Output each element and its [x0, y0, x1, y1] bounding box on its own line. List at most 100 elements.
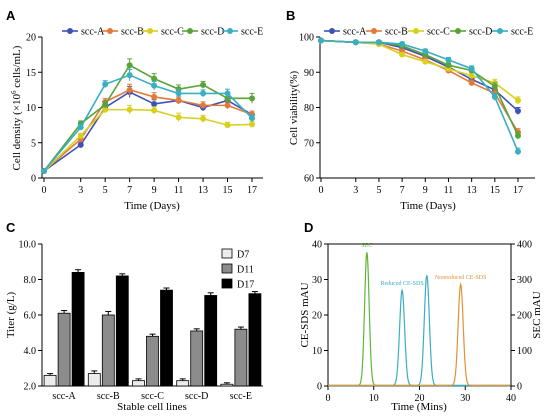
panel-c-y-label: Titer (g/L) — [5, 291, 17, 338]
b-point-scc-E — [515, 148, 521, 155]
panel-b-series — [318, 37, 521, 156]
d-left-y-tick-label: 40 — [312, 240, 322, 251]
c-bar-D7 — [132, 380, 145, 387]
panel-a-y-ticks: 0 5 10 15 20 — [26, 33, 42, 185]
panel-b-legend: scc-A scc-B scc-C scc-D scc-E — [324, 27, 533, 38]
a-x-tick-label: 15 — [223, 185, 233, 196]
c-bar-D17 — [115, 275, 129, 387]
a-point-scc-D — [151, 75, 158, 82]
panel-c-letter: C — [6, 220, 16, 235]
a-y-tick-label: 10 — [26, 103, 36, 114]
a-legend-swatch-marker — [227, 28, 233, 34]
b-x-tick-label: 15 — [490, 185, 500, 196]
b-legend-swatch-marker — [329, 28, 335, 34]
panel-d-x-ticks: 0 10 20 30 40 — [326, 386, 516, 404]
c-y-tick-label: 8.0 — [24, 275, 37, 286]
panel-b-y-ticks: 60 70 80 90 100 — [299, 33, 320, 185]
b-point-scc-C — [399, 51, 406, 58]
b-point-scc-E — [352, 39, 359, 46]
c-x-tick-label: scc-A — [52, 391, 76, 402]
panel-c-x-label: Stable cell lines — [117, 401, 187, 413]
d-peak-label: SEC — [361, 243, 372, 249]
panel-d-annotations: SEC Reduced CE-SDS Nonreduced CE-SDS — [361, 243, 486, 287]
d-x-tick-label: 30 — [460, 393, 470, 404]
b-point-scc-E — [318, 37, 324, 44]
c-bar-D17 — [160, 289, 173, 387]
c-bar-D11 — [146, 335, 159, 387]
b-y-tick-label: 90 — [304, 68, 314, 79]
a-point-scc-C — [224, 122, 231, 129]
c-bar-D11 — [101, 314, 115, 387]
a-point-scc-E — [200, 90, 207, 97]
panel-d-right-y-label: SEC mAU — [531, 291, 543, 338]
a-legend-label: scc-D — [201, 27, 224, 38]
d-right-y-tick-label: 300 — [517, 275, 532, 286]
panel-d-left-y-ticks: 0 10 20 30 40 — [312, 240, 328, 393]
d-right-y-tick-label: 0 — [517, 382, 522, 393]
a-series-line-scc-C — [43, 108, 253, 172]
a-point-scc-E — [126, 72, 133, 79]
b-x-tick-label: 0 — [319, 185, 324, 196]
b-point-scc-E — [375, 39, 382, 46]
a-point-scc-D — [224, 95, 231, 102]
panel-a-y-label: Cell density (×106 cells/mL) — [10, 45, 23, 170]
b-point-scc-E — [468, 65, 475, 72]
a-point-scc-B — [224, 102, 231, 109]
b-point-scc-C — [515, 97, 521, 104]
a-point-scc-D — [200, 81, 207, 88]
a-point-scc-B — [151, 93, 158, 100]
panel-a-letter: A — [6, 8, 16, 23]
panel-c-legend: D7 D11 D17 — [221, 248, 254, 291]
a-legend-label: scc-E — [241, 27, 263, 38]
a-x-tick-label: 7 — [127, 185, 132, 196]
a-x-tick-label: 3 — [78, 185, 83, 196]
c-y-tick-label: 10.0 — [19, 240, 37, 251]
a-point-scc-A — [77, 141, 84, 148]
b-point-scc-C — [468, 72, 475, 79]
c-y-tick-label: 6.0 — [24, 311, 37, 322]
a-point-scc-D — [102, 101, 109, 108]
b-point-scc-D — [445, 62, 452, 69]
a-point-scc-C — [102, 106, 109, 113]
a-point-scc-E — [41, 167, 47, 174]
b-legend-label: scc-D — [469, 27, 492, 38]
d-left-y-tick-label: 10 — [312, 346, 322, 357]
panel-a-x-label: Time (Days) — [124, 200, 180, 212]
b-x-tick-label: 7 — [400, 185, 405, 196]
a-legend-swatch-marker — [67, 28, 73, 34]
b-y-tick-label: 70 — [304, 138, 314, 149]
c-legend-swatch — [221, 278, 233, 289]
panel-d-left-y-label: CE-SDS mAU — [299, 282, 311, 347]
b-y-tick-label: 60 — [304, 174, 314, 185]
a-y-tick-label: 5 — [31, 138, 36, 149]
panel-d-peaks — [328, 252, 511, 387]
d-x-tick-label: 0 — [326, 393, 331, 404]
c-legend-swatch — [221, 248, 233, 259]
panel-d-letter: D — [304, 220, 313, 235]
panel-a-y-label-exp: 6 — [10, 90, 18, 94]
b-point-scc-C — [422, 58, 429, 65]
d-peak-Nonreduced-CE-SDS — [328, 282, 511, 387]
c-bar-D17 — [71, 271, 85, 387]
panel-d-frame — [327, 243, 512, 387]
b-point-scc-A — [515, 108, 521, 115]
d-peak-label: Reduced CE-SDS — [381, 281, 424, 287]
d-right-y-tick-label: 100 — [517, 346, 532, 357]
a-point-scc-B — [126, 86, 133, 93]
c-legend-label: D11 — [237, 265, 254, 276]
panel-b-x-ticks: 0 3 5 7 9 11 13 15 17 — [319, 178, 523, 196]
a-x-tick-label: 11 — [174, 185, 184, 196]
a-point-scc-D — [249, 95, 255, 102]
panel-d-x-label: Time (Mins) — [391, 401, 447, 413]
c-bar-D11 — [57, 312, 71, 387]
a-point-scc-E — [224, 90, 231, 97]
c-bar-D7 — [176, 380, 190, 387]
b-x-tick-label: 3 — [353, 185, 358, 196]
panel-c-y-ticks: 2.0 4.0 6.0 8.0 10.0 — [19, 240, 42, 393]
panel-c-x-ticks: scc-A scc-B scc-C scc-D scc-E — [52, 391, 252, 402]
b-point-scc-E — [491, 93, 498, 100]
c-x-tick-label: scc-E — [230, 391, 252, 402]
a-x-tick-label: 5 — [103, 185, 108, 196]
b-point-scc-D — [515, 132, 521, 139]
